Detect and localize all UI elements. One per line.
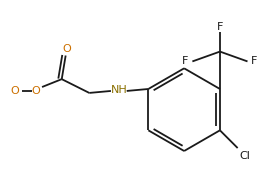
Text: NH: NH [110, 85, 127, 95]
Text: F: F [182, 56, 189, 66]
Text: F: F [251, 56, 258, 66]
Text: O: O [10, 86, 19, 96]
Text: O: O [62, 44, 71, 54]
Text: F: F [217, 22, 223, 32]
Text: O: O [32, 86, 40, 96]
Text: Cl: Cl [239, 151, 250, 161]
